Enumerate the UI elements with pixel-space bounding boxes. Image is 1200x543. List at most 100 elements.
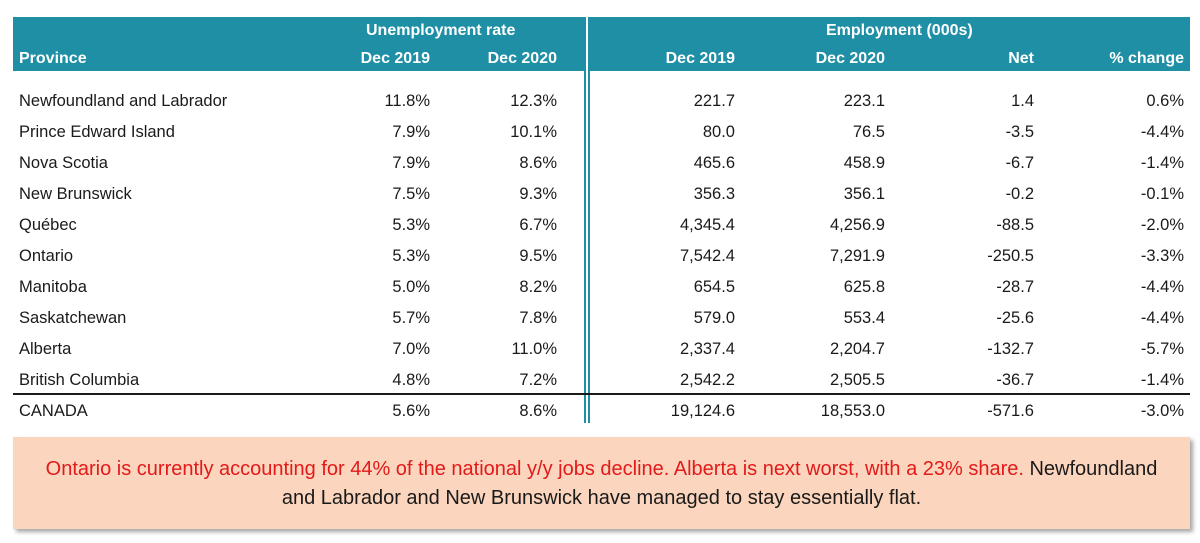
employment-net-cell: -6.7	[1005, 154, 1034, 172]
province-name-cell: CANADA	[19, 402, 88, 420]
unemployment-dec2019-cell: 5.3%	[392, 216, 430, 234]
employment-dec2019-cell: 654.5	[693, 278, 735, 296]
table-row: Nova Scotia 7.9% 8.6% 465.6 458.9 -6.7 -1.4%	[13, 148, 1190, 179]
employment-pct-change-cell: -2.0%	[1140, 216, 1184, 234]
commentary-text: Ontario is currently accounting for 44% …	[33, 455, 1170, 513]
employment-net-cell: -88.5	[996, 216, 1034, 234]
unemployment-dec2020-cell: 11.0%	[511, 340, 557, 358]
employment-net-cell: -0.2	[1005, 185, 1034, 203]
employment-dec2019-cell: 4,345.4	[679, 216, 735, 234]
unemployment-dec2020-cell: 9.3%	[519, 185, 557, 203]
province-name-cell: Québec	[19, 216, 77, 234]
employment-dec2019-cell: 7,542.4	[679, 247, 735, 265]
unemployment-dec2019-header: Dec 2019	[360, 50, 430, 67]
province-name-cell: Saskatchewan	[19, 309, 127, 327]
employment-dec2020-cell: 625.8	[843, 278, 885, 296]
employment-dec2020-cell: 4,256.9	[829, 216, 885, 234]
employment-dec2019-cell: 2,542.2	[679, 371, 735, 389]
unemployment-dec2019-cell: 5.0%	[392, 278, 430, 296]
province-name-cell: New Brunswick	[19, 185, 132, 203]
province-name-cell: Nova Scotia	[19, 154, 108, 172]
table-row: British Columbia 4.8% 7.2% 2,542.2 2,505.5 -3…	[13, 365, 1190, 396]
employment-pct-change-cell: -1.4%	[1140, 371, 1184, 389]
unemployment-dec2020-cell: 12.3%	[510, 92, 557, 110]
unemployment-dec2019-cell: 5.7%	[392, 309, 430, 327]
unemployment-dec2020-cell: 6.7%	[519, 216, 557, 234]
total-row: CANADA 5.6% 8.6% 19,124.6 18,553.0 -571.6 -3.0…	[13, 396, 1190, 427]
employment-group-header: Employment (000s)	[826, 22, 973, 39]
employment-pct-change-cell: -1.4%	[1140, 154, 1184, 172]
unemployment-dec2019-cell: 4.8%	[392, 371, 430, 389]
province-name-cell: Alberta	[19, 340, 72, 358]
employment-dec2020-cell: 458.9	[843, 154, 885, 172]
unemployment-dec2019-cell: 5.6%	[392, 402, 430, 420]
table-row: Manitoba 5.0% 8.2% 654.5 625.8 -28.7 -4.4%	[13, 272, 1190, 303]
unemployment-group-header: Unemployment rate	[366, 22, 516, 39]
employment-dec2019-cell: 465.6	[693, 154, 735, 172]
employment-dec2020-cell: 18,553.0	[820, 402, 885, 420]
employment-net-cell: -3.5	[1005, 123, 1034, 141]
table-row: Québec 5.3% 6.7% 4,345.4 4,256.9 -88.5 -2.0%	[13, 210, 1190, 241]
employment-net-cell: -250.5	[987, 247, 1034, 265]
unemployment-dec2019-cell: 7.0%	[392, 340, 430, 358]
employment-net-cell: -28.7	[996, 278, 1034, 296]
employment-dec2019-cell: 356.3	[693, 185, 735, 203]
table-row: New Brunswick 7.5% 9.3% 356.3 356.1 -0.2 -0.1%	[13, 179, 1190, 210]
employment-dec2020-cell: 7,291.9	[829, 247, 885, 265]
unemployment-dec2019-cell: 5.3%	[392, 247, 430, 265]
employment-net-cell: -25.6	[996, 309, 1034, 327]
employment-dec2020-header: Dec 2020	[815, 50, 885, 67]
employment-pct-change-cell: 0.6%	[1146, 92, 1184, 110]
commentary-box: Ontario is currently accounting for 44% …	[13, 437, 1190, 529]
unemployment-dec2019-cell: 7.9%	[392, 123, 430, 141]
province-name-cell: Manitoba	[19, 278, 87, 296]
employment-dec2020-cell: 356.1	[843, 185, 885, 203]
unemployment-dec2020-header: Dec 2020	[487, 50, 557, 67]
unemployment-dec2020-cell: 8.6%	[519, 402, 557, 420]
employment-net-cell: 1.4	[1011, 92, 1034, 110]
unemployment-dec2019-cell: 11.8%	[384, 92, 430, 110]
employment-pct-change-cell: -4.4%	[1140, 278, 1184, 296]
employment-dec2020-cell: 2,204.7	[829, 340, 885, 358]
commentary-highlight: Ontario is currently accounting for 44% …	[45, 458, 1024, 480]
table-row: Saskatchewan 5.7% 7.8% 579.0 553.4 -25.6 -4.4%	[13, 303, 1190, 334]
employment-dec2019-header: Dec 2019	[665, 50, 735, 67]
table-row: Prince Edward Island 7.9% 10.1% 80.0 76.5 -3.…	[13, 117, 1190, 148]
employment-pct-change-cell: -5.7%	[1140, 340, 1184, 358]
employment-dec2020-cell: 76.5	[852, 123, 885, 141]
unemployment-dec2019-cell: 7.5%	[392, 185, 430, 203]
employment-net-cell: -132.7	[987, 340, 1034, 358]
province-name-cell: British Columbia	[19, 371, 140, 389]
net-column-header: Net	[1008, 50, 1034, 67]
double-column-divider	[584, 17, 591, 423]
employment-pct-change-cell: -4.4%	[1140, 123, 1184, 141]
province-column-header: Province	[19, 50, 87, 67]
province-name-cell: Prince Edward Island	[19, 123, 175, 141]
table-row: Newfoundland and Labrador 11.8% 12.3% 221.7…	[13, 86, 1190, 117]
province-name-cell: Ontario	[19, 247, 74, 265]
employment-dec2019-cell: 2,337.4	[679, 340, 735, 358]
unemployment-dec2020-cell: 8.2%	[519, 278, 557, 296]
employment-pct-change-cell: -3.0%	[1140, 402, 1184, 420]
province-name-cell: Newfoundland and Labrador	[19, 92, 228, 110]
unemployment-dec2020-cell: 7.2%	[519, 371, 557, 389]
employment-dec2019-cell: 579.0	[693, 309, 735, 327]
unemployment-dec2020-cell: 8.6%	[519, 154, 557, 172]
pct-change-column-header: % change	[1109, 50, 1184, 67]
commentary-rest: Newfoundland and Labrador and New Brunsw…	[281, 458, 1158, 509]
unemployment-dec2020-cell: 7.8%	[519, 309, 557, 327]
employment-pct-change-cell: -0.1%	[1140, 185, 1184, 203]
table-row: Ontario 5.3% 9.5% 7,542.4 7,291.9 -250.5 -3.3%	[13, 241, 1190, 272]
employment-net-cell: -571.6	[987, 402, 1034, 420]
table-header: Unemployment rate Employment (000s) Prov…	[13, 17, 1190, 71]
employment-pct-change-cell: -3.3%	[1140, 247, 1184, 265]
employment-pct-change-cell: -4.4%	[1140, 309, 1184, 327]
employment-dec2020-cell: 2,505.5	[829, 371, 885, 389]
table-row: Alberta 7.0% 11.0% 2,337.4 2,204.7 -132.7 -5.7…	[13, 334, 1190, 365]
unemployment-dec2020-cell: 9.5%	[519, 247, 557, 265]
employment-dec2019-cell: 80.0	[702, 123, 735, 141]
employment-dec2020-cell: 223.1	[843, 92, 885, 110]
employment-dec2019-cell: 19,124.6	[670, 402, 735, 420]
employment-dec2019-cell: 221.7	[693, 92, 735, 110]
employment-dec2020-cell: 553.4	[843, 309, 885, 327]
